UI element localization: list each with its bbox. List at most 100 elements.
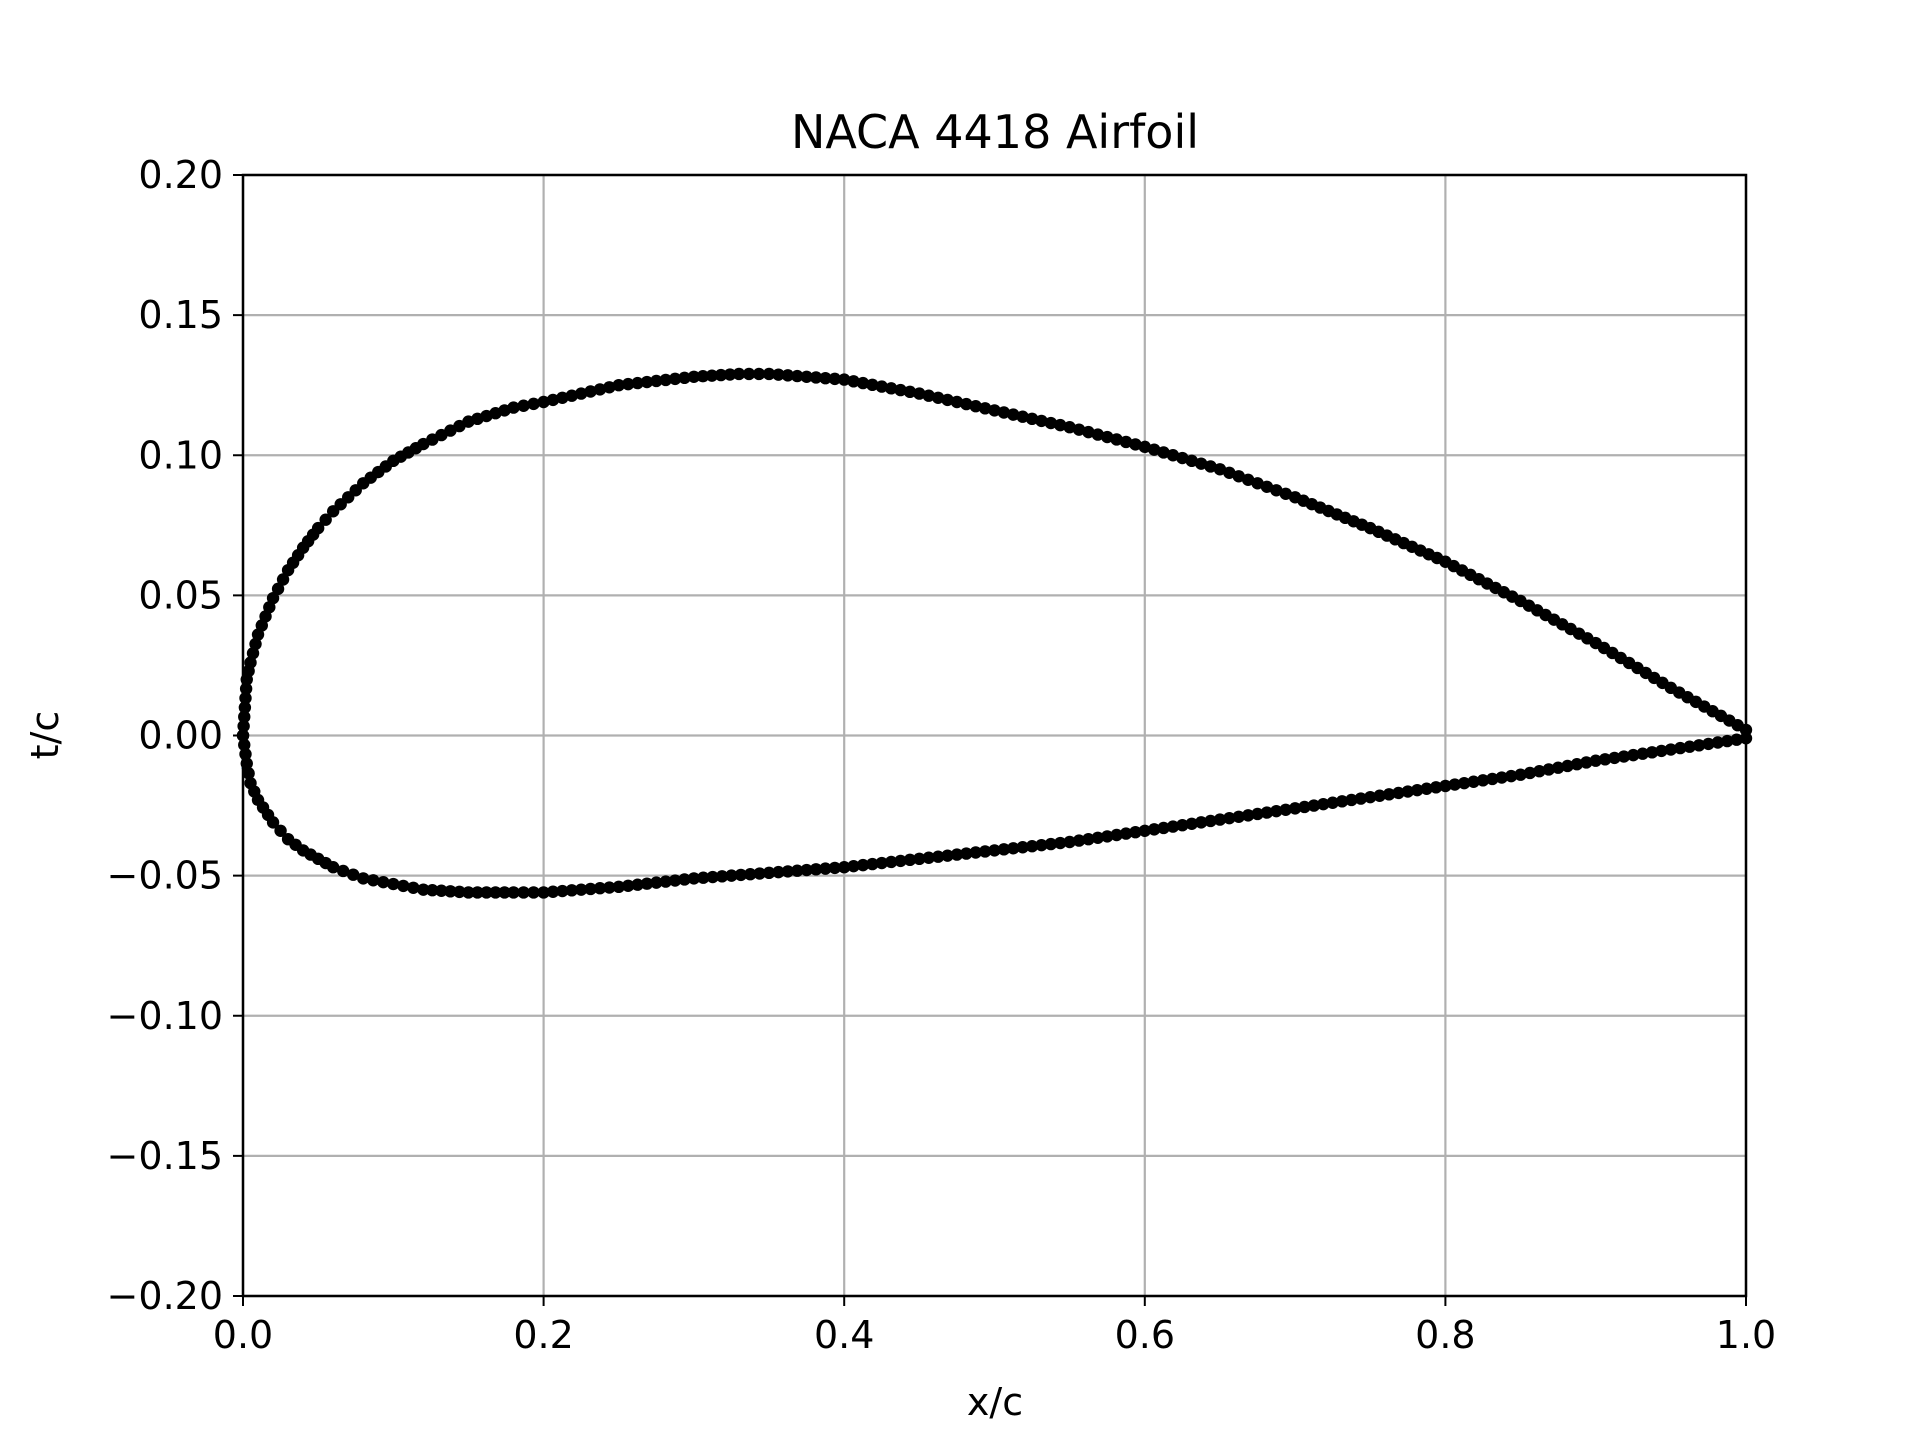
lower-surface-point <box>1223 811 1236 825</box>
lower-surface-point <box>1617 750 1631 763</box>
lower-surface-point <box>1345 793 1358 807</box>
upper-surface-point <box>828 372 842 386</box>
upper-surface-point <box>1147 443 1161 456</box>
lower-surface-point <box>875 856 888 870</box>
lower-surface-point <box>238 738 251 752</box>
upper-surface-point <box>752 367 766 381</box>
upper-surface-point <box>978 402 992 415</box>
upper-surface-point <box>319 513 332 526</box>
lower-surface-point <box>326 861 340 874</box>
lower-surface-point <box>931 850 945 863</box>
lower-surface-point <box>1645 746 1659 759</box>
lower-surface-point <box>1326 796 1339 809</box>
lower-surface-point <box>866 857 879 871</box>
upper-surface-point <box>668 372 682 386</box>
lower-surface-point <box>1495 771 1508 784</box>
lower-surface-point <box>1035 838 1048 852</box>
lower-surface-point <box>1129 825 1142 839</box>
upper-surface-point <box>1138 440 1152 454</box>
lower-surface-point <box>894 854 907 868</box>
lower-surface-point <box>1373 789 1386 802</box>
lower-surface-point <box>556 884 569 898</box>
lower-surface-point <box>631 878 644 891</box>
x-tick-label: 0.6 <box>1115 1313 1175 1357</box>
upper-surface-point <box>621 377 635 391</box>
lower-surface-point <box>941 849 954 862</box>
upper-surface-point <box>1035 414 1048 428</box>
lower-surface-point <box>1072 834 1086 847</box>
lower-surface-point <box>1147 823 1161 836</box>
lower-surface-point <box>1486 772 1499 786</box>
lower-surface-point <box>762 866 776 880</box>
upper-surface-point <box>742 367 756 381</box>
upper-surface-point <box>1260 480 1274 493</box>
upper-surface-point <box>584 385 597 398</box>
y-tick-label: 0.10 <box>138 433 223 477</box>
lower-surface-point <box>1457 776 1471 790</box>
upper-surface-point <box>1176 451 1189 465</box>
lower-surface-point <box>791 864 804 877</box>
lower-surface-point <box>1589 754 1602 767</box>
upper-surface-point <box>1110 433 1123 446</box>
lower-surface-point <box>819 862 832 875</box>
upper-surface-point <box>696 370 710 383</box>
upper-surface-point <box>1025 412 1039 426</box>
lower-surface-point <box>1082 832 1095 846</box>
upper-surface-point <box>659 373 672 387</box>
upper-surface-point <box>1044 416 1058 430</box>
upper-surface-point <box>1241 473 1255 486</box>
y-tick-label: 0.15 <box>138 293 223 337</box>
upper-surface-point <box>276 573 290 586</box>
upper-surface-point <box>894 383 907 397</box>
lower-surface-point <box>744 868 757 881</box>
lower-surface-point <box>884 855 898 869</box>
lower-surface-point <box>1392 786 1405 800</box>
lower-surface-point <box>1476 774 1490 787</box>
upper-surface-point <box>1279 487 1292 500</box>
lower-surface-point <box>1401 785 1415 798</box>
lower-surface-point <box>377 875 390 889</box>
upper-surface-point <box>246 647 260 660</box>
lower-surface-point <box>274 824 287 837</box>
upper-surface-point <box>1007 408 1020 421</box>
lower-surface-point <box>471 886 484 899</box>
lower-surface-point <box>772 865 785 879</box>
upper-surface-point <box>922 389 935 402</box>
upper-surface-point <box>800 370 813 383</box>
lower-surface-point <box>1157 821 1170 835</box>
y-axis-label: t/c <box>23 711 67 760</box>
x-tick-label: 1.0 <box>1716 1313 1776 1357</box>
lower-surface-point <box>1138 824 1152 837</box>
lower-surface-point <box>1007 842 1020 855</box>
upper-surface-point <box>1166 449 1180 462</box>
lower-surface-point <box>659 875 672 888</box>
lower-surface-point <box>480 886 493 899</box>
lower-surface-point <box>913 852 926 866</box>
lower-surface-point <box>1279 803 1292 816</box>
lower-surface-point <box>1683 740 1696 753</box>
lower-surface-point <box>978 845 992 858</box>
lower-surface-point <box>1298 800 1311 814</box>
upper-surface-point <box>866 378 879 392</box>
lower-surface-point <box>584 882 597 896</box>
upper-surface-point <box>593 383 607 396</box>
upper-surface-point <box>819 371 832 385</box>
lower-surface-point <box>1514 768 1527 781</box>
lower-surface-point <box>498 886 511 899</box>
lower-surface-point <box>687 872 701 885</box>
upper-surface-point <box>631 376 644 390</box>
upper-surface-point <box>1063 421 1076 434</box>
upper-surface-point <box>988 404 1001 417</box>
lower-surface-point <box>426 883 439 897</box>
airfoil-points <box>236 367 1753 899</box>
lower-surface-point <box>417 883 430 896</box>
lower-surface-point <box>1270 804 1283 818</box>
lower-surface-point <box>407 881 420 894</box>
y-tick-label: −0.15 <box>107 1134 223 1178</box>
lower-surface-point <box>1580 756 1593 769</box>
lower-surface-point <box>1016 841 1029 854</box>
lower-surface-point <box>828 861 842 875</box>
upper-surface-point <box>1251 477 1264 490</box>
x-tick-label: 0.4 <box>814 1313 874 1357</box>
lower-surface-point <box>593 882 607 895</box>
